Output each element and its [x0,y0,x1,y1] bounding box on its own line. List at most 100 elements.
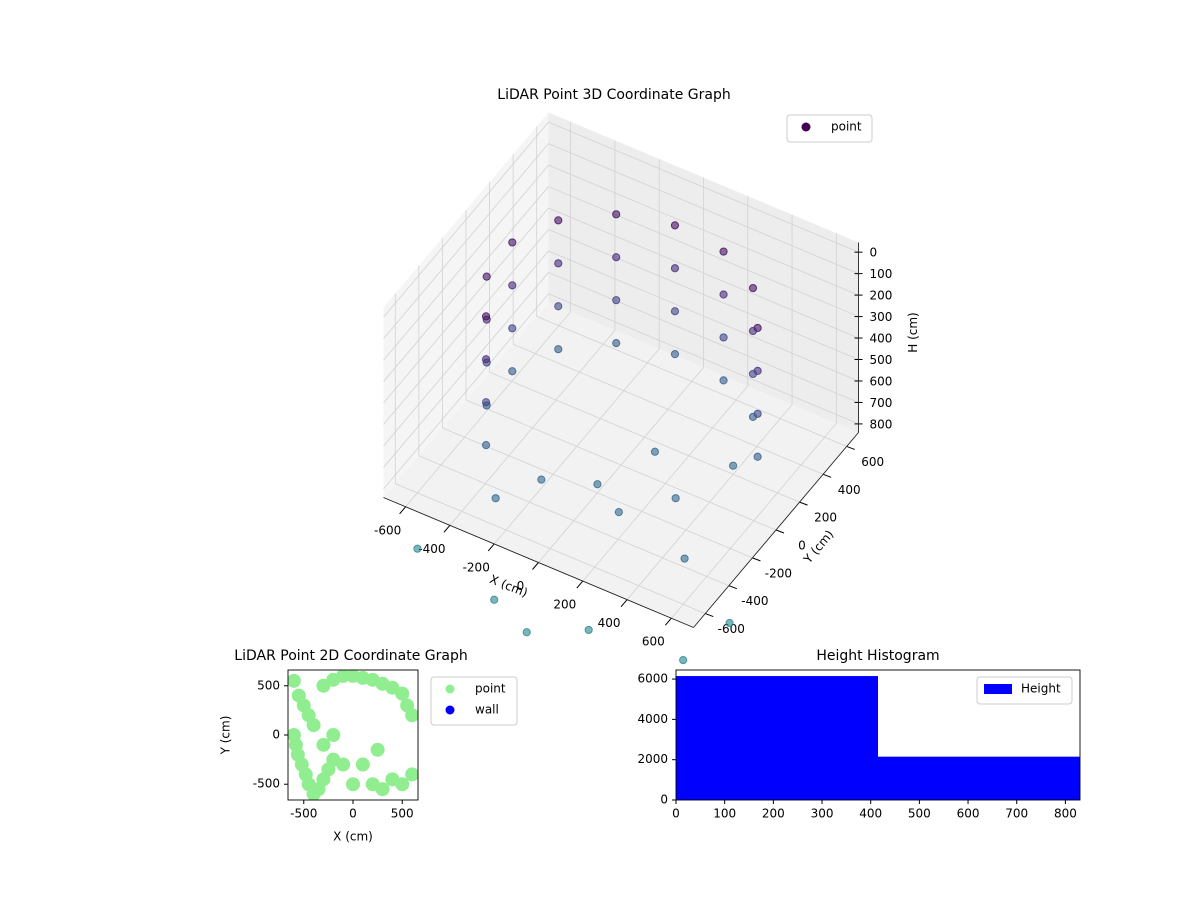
y-tick-label: 0 [272,728,280,742]
legend-marker [445,684,455,694]
x-tick-label: -600 [374,523,401,537]
legend-label: wall [475,703,499,717]
point [719,376,728,385]
point [719,290,728,299]
point [346,777,360,792]
z-tick-label: 300 [870,310,893,324]
grid-line [512,343,824,475]
y-tick-label: 6000 [637,672,668,686]
point [725,618,734,628]
grid-line [548,164,859,296]
grid-line [536,316,847,447]
point [554,345,563,354]
legend-label: Height [1021,682,1061,696]
point [554,259,563,268]
point [670,264,680,273]
z-tick-label: 500 [870,353,893,367]
bar [878,756,1080,800]
chart-title: LiDAR Point 3D Coordinate Graph [497,87,730,103]
grid-line [383,229,549,425]
y-tick [728,585,738,590]
grid-line [383,143,549,339]
x-tick-label: 300 [811,807,834,821]
legend-swatch [984,684,1012,694]
x-tick [443,525,451,533]
grid-line [548,207,859,339]
point [612,339,621,348]
z-tick-label: 200 [870,289,893,303]
point [482,272,491,281]
grid-line [383,186,549,382]
legend-box [786,114,873,143]
x-tick-label: 400 [598,616,621,630]
point [508,324,517,333]
grid-line [383,293,549,490]
point [670,350,680,359]
point [481,441,491,450]
x-tick [620,599,628,607]
y-tick-label: 0 [660,793,668,807]
point [614,508,623,517]
x-tick-label: 200 [553,598,576,612]
chart-title: Height Histogram [816,648,939,664]
grid-line [465,399,777,531]
grid-line [548,293,859,425]
point [405,767,418,782]
grid-line [548,186,859,317]
grid-line [383,207,549,404]
point [554,216,563,225]
point [375,782,390,797]
x-tick-label: 600 [957,807,980,821]
point [719,247,728,256]
z-tick-label: 700 [870,396,893,410]
point [748,412,758,421]
point [288,673,301,688]
y-tick-label: -200 [765,566,792,580]
point [670,307,680,316]
point [395,777,410,792]
x-axis-label: X (cm) [333,830,373,844]
point [481,355,491,364]
x-tick-label: 500 [391,807,414,821]
y-tick [775,529,785,534]
x-tick-label: 200 [762,807,785,821]
grid-line [548,272,859,403]
point [748,369,758,379]
legend-label: point [831,120,862,134]
point [748,283,758,293]
grid-line [548,121,859,253]
point [306,718,321,733]
grid-line [418,455,730,587]
point [522,628,531,637]
point [508,281,517,290]
y-tick-label: 200 [814,511,837,525]
x-tick-label: 400 [859,807,882,821]
y-tick-label: 600 [861,455,884,469]
point [395,686,410,701]
point [537,475,546,484]
x-tick-label: 500 [908,807,931,821]
point [680,554,689,563]
x-tick-label: 700 [1005,807,1028,821]
grid-line [442,427,753,559]
point [612,210,621,219]
point [336,757,351,772]
grid-line [383,250,549,447]
x-tick-label: 100 [713,807,736,821]
axes-frame [675,669,1081,801]
grid-line [395,483,706,614]
y-tick-label: -400 [741,594,768,608]
grid-line [383,121,549,318]
point [719,333,728,342]
point [593,480,602,489]
y-tick [822,473,832,478]
y-tick-label: 2000 [637,752,668,766]
point [355,757,370,772]
legend-label: point [475,682,506,696]
y-tick-label: 500 [257,678,280,692]
grid-line [548,250,859,382]
x-tick [399,506,407,515]
point [554,302,563,311]
y-tick-label: 0 [798,539,806,553]
point [753,452,762,461]
